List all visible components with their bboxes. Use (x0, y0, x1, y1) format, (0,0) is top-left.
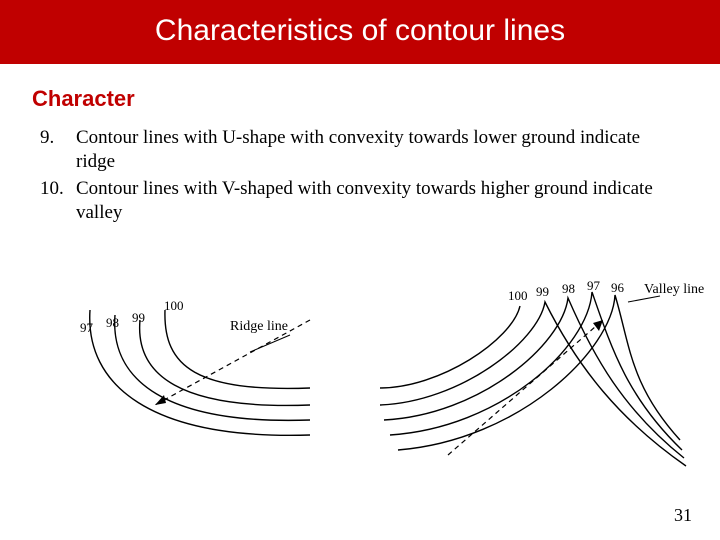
contour-label: 97 (80, 320, 94, 335)
ridge-line-label: Ridge line (230, 319, 288, 334)
valley-line-label: Valley line (644, 282, 704, 297)
title-bar: Characteristics of contour lines (0, 0, 720, 64)
valley-figure: 100 99 98 97 96 Valley line (380, 280, 710, 480)
figures-area: 97 98 99 100 Ridge line 100 99 98 97 96 … (0, 300, 720, 500)
contour-label: 100 (508, 288, 528, 303)
contour-label: 100 (164, 300, 184, 313)
contour-label: 98 (106, 315, 119, 330)
character-list: 9. Contour lines with U-shape with conve… (40, 126, 680, 225)
page-number: 31 (674, 505, 692, 526)
list-number: 10. (40, 177, 76, 226)
contour-label: 99 (132, 310, 145, 325)
contour-label: 97 (587, 280, 601, 293)
list-item: 10. Contour lines with V-shaped with con… (40, 177, 680, 226)
ridge-figure: 97 98 99 100 Ridge line (60, 300, 390, 500)
contour-label: 96 (611, 280, 625, 295)
list-number: 9. (40, 126, 76, 175)
list-item: 9. Contour lines with U-shape with conve… (40, 126, 680, 175)
list-text: Contour lines with V-shaped with convexi… (76, 177, 680, 226)
section-subhead: Character (32, 86, 720, 112)
contour-label: 99 (536, 284, 549, 299)
slide-title: Characteristics of contour lines (155, 14, 565, 47)
list-text: Contour lines with U-shape with convexit… (76, 126, 680, 175)
contour-label: 98 (562, 281, 575, 296)
